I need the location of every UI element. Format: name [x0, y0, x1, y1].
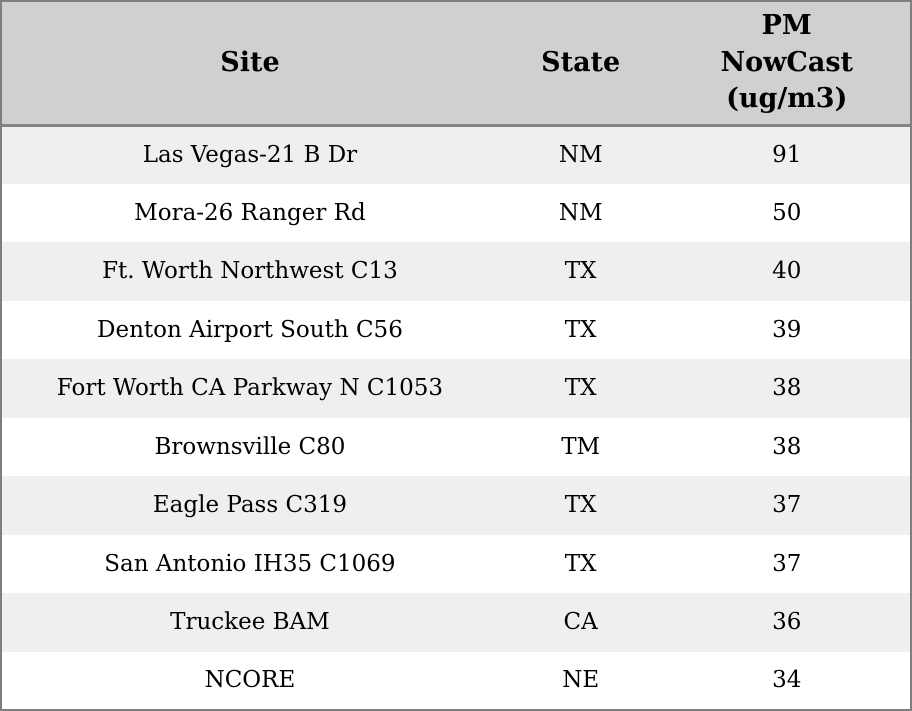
site-cell: NCORE	[204, 667, 296, 694]
pm-cell: 37	[772, 492, 802, 519]
pm-cell: 50	[772, 199, 802, 226]
column-header-state: State	[497, 1, 664, 127]
table-row: Las Vegas-21 B Dr NM 91	[1, 125, 911, 184]
table-row: Eagle Pass C319 TX 37	[1, 476, 911, 535]
site-cell: Mora-26 Ranger Rd	[134, 199, 366, 226]
pm-cell: 39	[772, 316, 802, 343]
pm-cell: 38	[772, 433, 802, 460]
pm-cell: 34	[772, 667, 802, 694]
pm-cell: 37	[772, 550, 802, 577]
column-header-pm-nowcast: PM NowCast (ug/m3)	[663, 1, 911, 127]
table-row: Denton Airport South C56 TX 39	[1, 300, 911, 359]
pm-header-line-1: PM	[761, 10, 812, 42]
pm-header-line-3: (ug/m3)	[726, 82, 848, 114]
state-cell: TX	[564, 375, 597, 402]
site-cell: Eagle Pass C319	[152, 492, 347, 519]
table-row: Ft. Worth Northwest C13 TX 40	[1, 242, 911, 301]
table-row: Fort Worth CA Parkway N C1053 TX 38	[1, 359, 911, 418]
site-cell: Las Vegas-21 B Dr	[142, 142, 358, 168]
pm-cell: 91	[772, 142, 802, 168]
site-cell: Denton Airport South C56	[97, 316, 403, 343]
state-cell: NM	[558, 142, 603, 168]
state-cell: NE	[562, 667, 600, 694]
pm-cell: 38	[772, 375, 802, 402]
table-row: NCORE NE 34	[1, 651, 911, 710]
table-row: San Antonio IH35 C1069 TX 37	[1, 534, 911, 593]
table-row: Truckee BAM CA 36	[1, 593, 911, 652]
site-cell: San Antonio IH35 C1069	[104, 550, 396, 577]
site-cell: Fort Worth CA Parkway N C1053	[56, 375, 444, 402]
pm-header-line-2: NowCast	[720, 46, 854, 78]
state-cell: TX	[564, 492, 597, 519]
state-cell: TX	[564, 316, 597, 343]
pm-cell: 36	[772, 609, 802, 636]
header-row: Site State PM NowCast (ug/m3)	[1, 1, 911, 127]
pm-cell: 40	[772, 258, 802, 285]
site-cell: Brownsville C80	[154, 433, 346, 460]
state-cell: TM	[561, 433, 601, 460]
table-header: Site State PM NowCast (ug/m3)	[1, 1, 911, 127]
state-cell: TX	[564, 550, 597, 577]
state-cell: TX	[564, 258, 597, 285]
table-body: Las Vegas-21 B Dr NM 91 Mora-26 Ranger R…	[1, 125, 911, 710]
table-row: Mora-26 Ranger Rd NM 50	[1, 183, 911, 242]
state-cell: CA	[563, 609, 598, 636]
column-header-site: Site	[1, 1, 498, 127]
table-row: Brownsville C80 TM 38	[1, 417, 911, 476]
state-cell: NM	[558, 199, 603, 226]
site-cell: Truckee BAM	[170, 609, 330, 636]
site-cell: Ft. Worth Northwest C13	[102, 258, 398, 285]
